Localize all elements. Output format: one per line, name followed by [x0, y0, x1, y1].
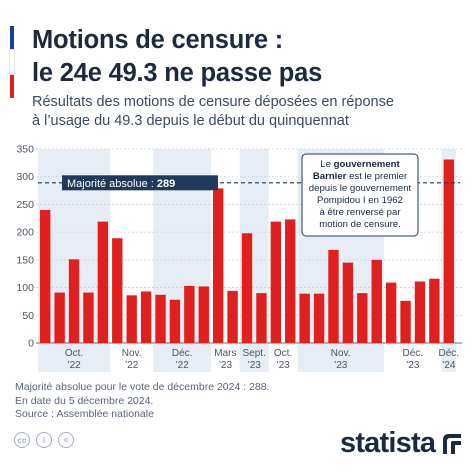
- note-majority: Majorité absolue pour le vote de décembr…: [15, 381, 270, 393]
- bar: [371, 259, 382, 343]
- x-tick-label: Sept.: [243, 348, 266, 359]
- by-icon[interactable]: i: [36, 432, 52, 448]
- y-tick-label: 300: [16, 171, 34, 183]
- bar: [198, 286, 209, 343]
- x-tick-label: ’22: [175, 360, 189, 371]
- subtitle-line-2: à l’usage du 49.3 depuis le début du qui…: [32, 113, 349, 129]
- bar: [328, 249, 339, 343]
- bar: [140, 291, 152, 343]
- bar: [83, 292, 94, 343]
- statista-mark-icon: [443, 434, 462, 454]
- annotation-text-line: Barnier est le premier: [313, 171, 408, 182]
- flag-red-stripe: [10, 74, 14, 98]
- annotation-text-line: Le gouvernement: [320, 159, 400, 170]
- x-tick-label: ’23: [219, 360, 233, 371]
- x-tick-label: ’23: [406, 360, 420, 371]
- majority-label: Majorité absolue : 289: [67, 178, 175, 190]
- note-date: En date du 5 décembre 2024.: [15, 394, 154, 407]
- x-tick-label: ’22: [67, 360, 81, 371]
- bar: [54, 292, 65, 343]
- bar: [169, 299, 181, 343]
- x-tick-label: Déc.: [172, 348, 193, 359]
- bar: [400, 300, 411, 343]
- bar: [68, 259, 80, 343]
- bar: [212, 188, 224, 343]
- page-subtitle: Résultats des motions de censure déposée…: [32, 93, 462, 131]
- page-title: Motions de censure : le 24e 49.3 ne pass…: [32, 24, 462, 90]
- bar: [313, 293, 325, 343]
- x-tick-label: Mars: [214, 348, 236, 359]
- x-tick-label: ’23: [248, 360, 262, 371]
- chart-notes: Majorité absolue pour le vote de décembr…: [15, 381, 270, 422]
- bar: [357, 293, 368, 343]
- x-tick-label: Oct.: [274, 348, 292, 359]
- x-tick-label: Nov.: [331, 348, 351, 359]
- y-tick-label: 150: [16, 254, 34, 266]
- flag-blue-stripe: [10, 26, 14, 50]
- bar: [97, 221, 109, 343]
- majority-label-box: [62, 175, 218, 191]
- subtitle-line-1: Résultats des motions de censure déposée…: [32, 94, 394, 110]
- source-text: Source : Assemblée nationale: [15, 408, 154, 420]
- bar: [227, 290, 238, 343]
- bar: [342, 262, 354, 343]
- x-tick-label: Oct.: [65, 348, 83, 359]
- bar: [385, 282, 397, 343]
- y-tick-label: 0: [28, 338, 34, 350]
- title-line-1: Motions de censure :: [32, 26, 284, 54]
- x-tick-label: ’24: [442, 360, 456, 371]
- french-flag-accent: [9, 26, 15, 98]
- statista-logo[interactable]: statista: [340, 427, 463, 459]
- y-tick-label: 350: [16, 144, 34, 156]
- annotation-text-line: Pompidou I en 1962: [317, 195, 403, 206]
- x-tick-label: Déc.: [439, 348, 460, 359]
- censure-motions-bar-chart: Oct.’22Nov.’22Déc.’22Mars’23Sept.’23Oct.…: [16, 144, 462, 372]
- flag-white-stripe: [9, 49, 15, 75]
- y-tick-label: 250: [16, 199, 34, 211]
- x-tick-label: ’23: [276, 360, 290, 371]
- y-tick-label: 100: [16, 282, 34, 294]
- y-tick-label: 200: [16, 227, 34, 239]
- x-tick-label: Nov.: [122, 348, 142, 359]
- annotation-box: [301, 153, 419, 237]
- bar: [256, 293, 267, 343]
- bar: [40, 209, 51, 343]
- bar: [285, 219, 296, 343]
- bar: [270, 221, 282, 343]
- bar: [443, 159, 454, 343]
- annotation-text-line: motion de censure.: [319, 219, 401, 230]
- x-tick-label: ’22: [125, 360, 139, 371]
- annotation-text-line: à être renversé par: [319, 207, 401, 218]
- license-icons: cc i =: [14, 432, 74, 448]
- bar: [155, 294, 166, 343]
- x-tick-label: Déc.: [402, 348, 423, 359]
- bar: [112, 238, 123, 343]
- bar: [414, 281, 426, 343]
- bar: [241, 233, 253, 343]
- bar: [429, 278, 440, 343]
- bar: [184, 285, 195, 343]
- annotation-text-line: depuis le gouvernement: [309, 183, 412, 194]
- nd-icon[interactable]: =: [58, 432, 74, 448]
- x-tick-label: ’23: [334, 360, 348, 371]
- bar: [126, 295, 137, 343]
- y-tick-label: 50: [22, 310, 34, 322]
- cc-icon[interactable]: cc: [14, 432, 30, 448]
- brand-name: statista: [340, 426, 436, 459]
- bar: [299, 293, 310, 343]
- title-line-2: le 24e 49.3 ne passe pas: [32, 59, 323, 87]
